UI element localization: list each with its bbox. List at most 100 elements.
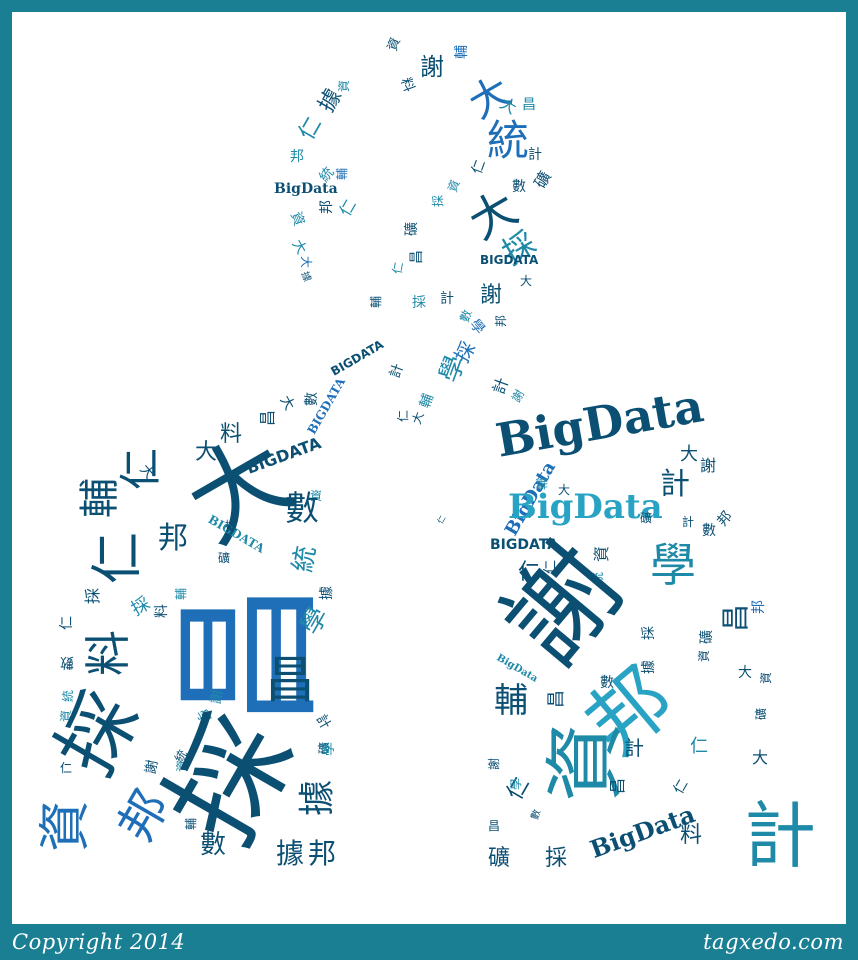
cloud-word: 大	[752, 748, 769, 767]
cloud-word: 仁	[390, 260, 406, 276]
cloud-word: BIGDATA	[480, 253, 539, 267]
cloud-word: 統	[287, 543, 323, 575]
cloud-word: 據	[276, 837, 305, 870]
cloud-word: 據	[297, 779, 339, 817]
copyright-text: Copyright 2014	[12, 930, 186, 954]
cloud-word: 大	[680, 444, 698, 465]
cloud-word: 輔	[174, 587, 189, 601]
cloud-word: 邦	[494, 314, 509, 328]
cloud-word: 大	[738, 665, 752, 681]
cloud-word: 大	[276, 392, 298, 414]
cloud-word: 邦	[308, 837, 337, 870]
cloud-word: 謝	[700, 456, 717, 475]
cloud-word: BigData	[274, 181, 338, 197]
cloud-word: 仁	[435, 514, 448, 526]
cloud-word: 仁	[59, 616, 75, 630]
cloud-word: 大	[520, 274, 533, 288]
cloud-word: 礦	[218, 551, 231, 565]
cloud-word: 仁	[88, 531, 149, 585]
cloud-word: 昌	[608, 777, 628, 795]
cloud-word: 料	[81, 630, 135, 676]
cloud-word: 資	[36, 799, 97, 853]
cloud-word: 輔	[184, 817, 199, 831]
cloud-word: 計	[440, 291, 454, 307]
cloud-word: 料	[220, 422, 243, 447]
cloud-word: 昌	[522, 97, 536, 113]
cloud-word: 計	[488, 375, 513, 397]
cloud-word: 資	[759, 671, 774, 685]
cloud-word: 邦	[714, 508, 736, 530]
cloud-word: 仁	[294, 112, 327, 145]
cloud-word: 計	[624, 736, 644, 760]
cloud-word: 礦	[488, 846, 511, 871]
cloud-word: 昌	[546, 690, 567, 708]
cloud-word: 資	[337, 79, 352, 93]
cloud-word: 據	[225, 519, 238, 533]
cloud-word: 學	[650, 538, 696, 592]
cloud-word: 礦	[404, 222, 420, 236]
cloud-word: 採	[412, 295, 426, 311]
cloud-word: 謝	[480, 283, 503, 308]
cloud-word: 數	[200, 830, 227, 860]
cloud-word: 仁	[335, 196, 360, 220]
cloud-word: 數	[285, 489, 319, 529]
cloud-word: 邦	[290, 149, 304, 165]
cloud-word: 採	[431, 194, 446, 208]
cloud-word: 大	[409, 409, 427, 427]
cloud-word: 仁	[60, 761, 73, 775]
cloud-word: 數	[600, 675, 614, 691]
site-credit: tagxedo.com	[703, 930, 844, 954]
cloud-word: 仁	[469, 157, 489, 177]
cloud-word: 邦	[751, 600, 767, 614]
cloud-word: 大	[288, 236, 310, 258]
cloud-word: 統	[487, 116, 530, 165]
cloud-word: 礦	[530, 168, 555, 192]
cloud-word: 計	[682, 515, 695, 529]
cloud-word: BIGDATA	[328, 337, 386, 379]
cloud-word: 輔	[335, 167, 350, 181]
cloud-word: 謝	[508, 387, 528, 405]
cloud-word: 數	[512, 179, 526, 195]
cloud-word: 數	[304, 392, 320, 406]
cloud-word: 輔	[494, 681, 528, 721]
cloud-word: 資	[287, 209, 307, 229]
cloud-word: 數	[60, 654, 74, 670]
cloud-word: 輔	[369, 295, 384, 309]
cloud-word: 輔	[77, 478, 123, 518]
cloud-word: 邦	[319, 200, 335, 214]
cloud-word: 昌	[488, 819, 501, 833]
cloud-word: 昌	[265, 651, 315, 709]
cloud-word: 採	[127, 592, 154, 621]
cloud-word: 據	[319, 586, 335, 600]
cloud-word: 計	[660, 467, 690, 502]
cloud-word: 計	[387, 361, 407, 381]
cloud-word: 採	[83, 587, 103, 605]
cloud-word: 採	[641, 626, 657, 640]
cloud-word: 邦	[158, 521, 188, 556]
cloud-word: BigData	[494, 652, 540, 685]
cloud-word: 數	[702, 523, 716, 539]
cloud-word: 仁	[518, 560, 541, 585]
cloud-word: 計	[744, 794, 817, 878]
cloud-word: 資	[385, 35, 404, 54]
cloud-word: BIGDATA	[490, 537, 559, 553]
cloud-word: 資	[310, 489, 323, 503]
cloud-word: 謝	[487, 757, 502, 771]
cloud-word: 料	[680, 823, 703, 848]
cloud-word: BIGDATA	[304, 375, 349, 437]
cloud-word: 資	[697, 649, 712, 663]
cloud-word: 大	[558, 483, 571, 497]
cloud-word: 仁	[670, 776, 692, 798]
cloud-word: 學	[321, 742, 337, 756]
word-cloud-canvas: 資謝輔大大昌料據資統計仁礦數仁資採大邦統輔 BigData 仁邦資礦採大昌大 BIGD…	[12, 12, 846, 924]
cloud-word: 計	[528, 147, 542, 163]
cloud-word: 昌	[719, 603, 753, 633]
cloud-word: 大	[299, 255, 314, 269]
footer: Copyright 2014 tagxedo.com	[0, 924, 858, 960]
cloud-word: 昌	[258, 409, 278, 427]
cloud-word: 礦	[754, 707, 769, 721]
cloud-word: 料	[397, 75, 417, 95]
cloud-word: 仁	[396, 409, 411, 423]
cloud-word: 昌	[409, 250, 425, 264]
cloud-word: 數	[529, 808, 544, 822]
